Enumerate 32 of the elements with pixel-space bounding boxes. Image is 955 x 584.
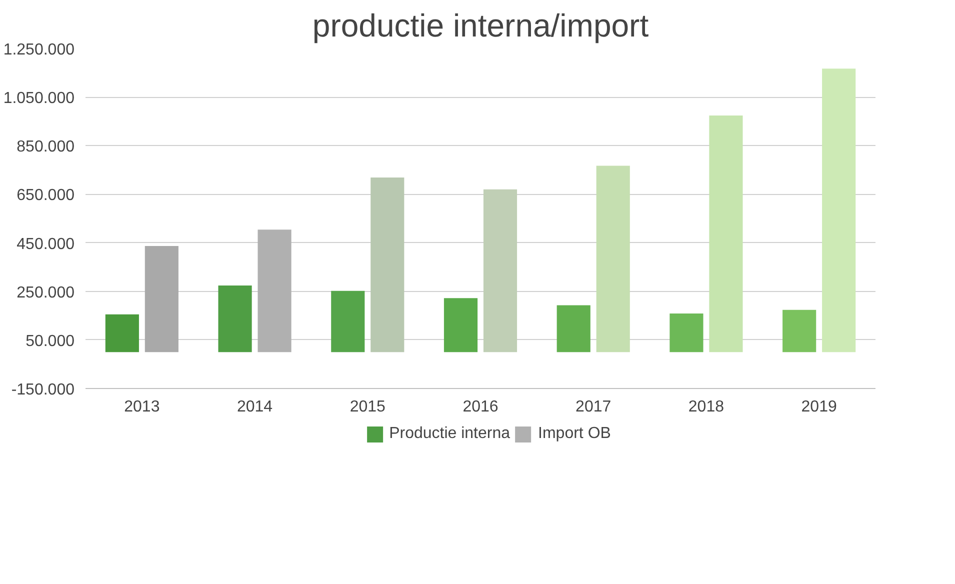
bar <box>822 68 856 352</box>
bar <box>709 116 743 352</box>
x-tick-label: 2016 <box>462 398 498 416</box>
legend-label: Import OB <box>538 425 611 443</box>
bar <box>144 246 178 352</box>
y-tick-label: 250.000 <box>16 284 75 302</box>
y-tick-label: 450.000 <box>16 236 75 253</box>
legend-label: Productie interna <box>389 425 510 443</box>
chart-title: productie interna/import <box>312 8 649 44</box>
x-tick-label: 2017 <box>576 398 612 416</box>
bar <box>218 286 252 352</box>
y-tick-label: 1.050.000 <box>3 90 75 108</box>
y-tick-label: 650.000 <box>16 187 75 204</box>
bar <box>596 166 630 352</box>
y-tick-label: 1.250.000 <box>3 42 75 58</box>
x-tick-label: 2019 <box>801 398 837 416</box>
bar <box>105 314 139 352</box>
x-tick-label: 2013 <box>124 398 160 416</box>
x-tick-label: 2018 <box>688 398 724 416</box>
x-tick-label: 2015 <box>350 398 386 416</box>
bar <box>444 298 478 352</box>
bar <box>782 310 816 352</box>
y-tick-label: -150.000 <box>11 382 75 398</box>
bar <box>556 305 590 352</box>
y-tick-label: 850.000 <box>16 138 75 156</box>
x-tick-label: 2014 <box>236 398 273 416</box>
bar <box>331 290 365 352</box>
bar <box>483 189 518 352</box>
bar <box>670 313 704 352</box>
bar <box>258 230 292 352</box>
y-tick-label: 50.000 <box>26 332 75 350</box>
bar <box>370 177 404 352</box>
